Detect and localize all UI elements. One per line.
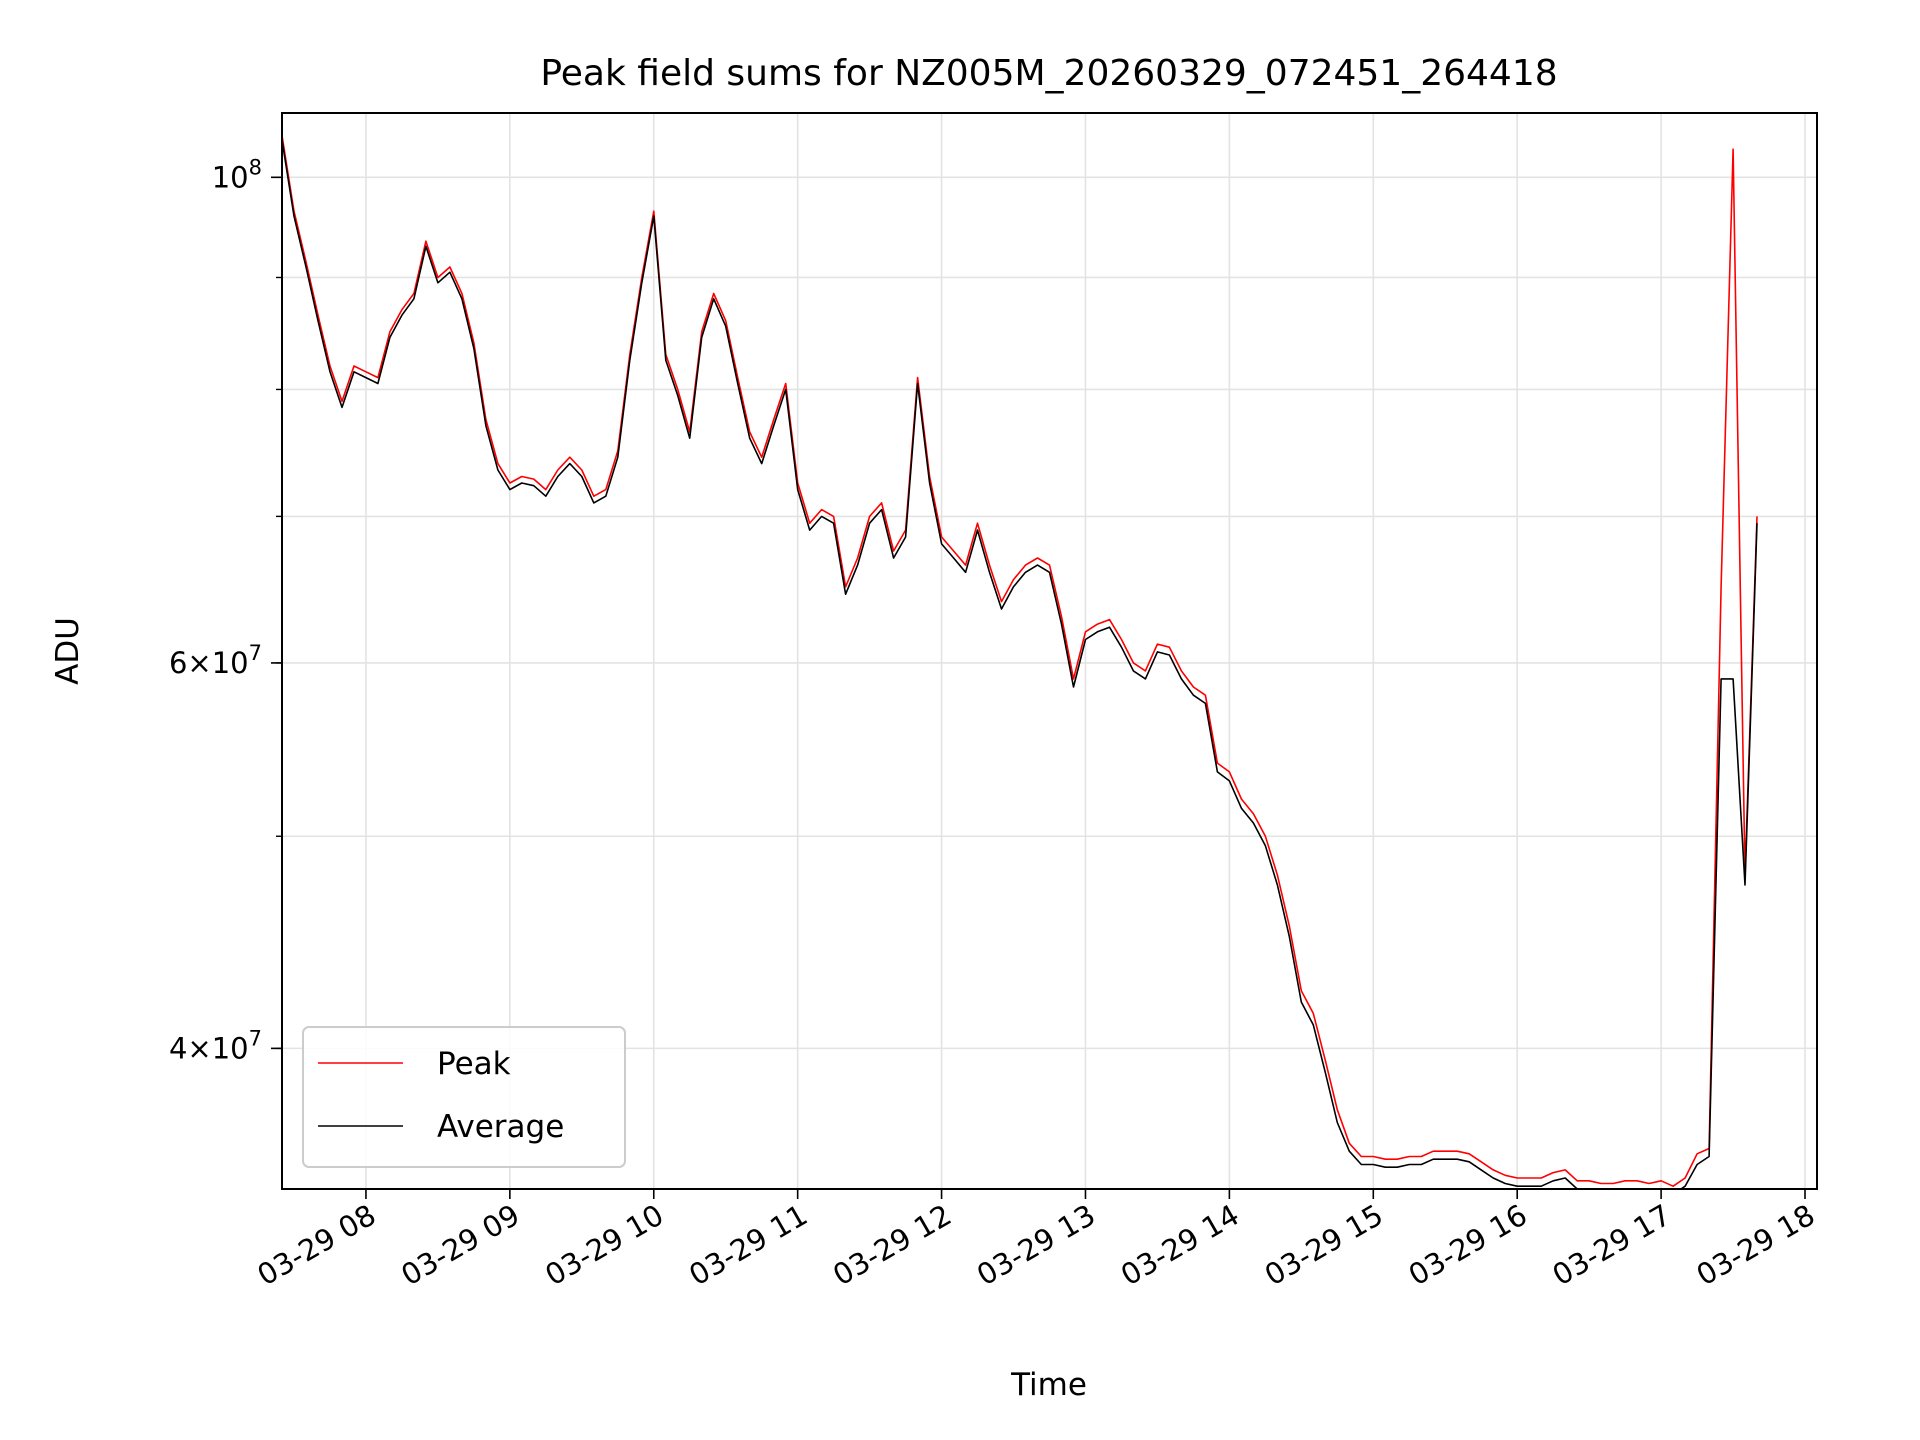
series-line-average <box>282 139 1758 1189</box>
x-axis-label: Time <box>1010 1367 1087 1403</box>
legend: Peak Average <box>302 1026 626 1168</box>
chart-title: Peak field sums for NZ005M_20260329_0724… <box>540 53 1557 94</box>
y-tick-label: 6×107 <box>169 641 262 680</box>
legend-label-average: Average <box>437 1109 564 1145</box>
y-axis-label: ADU <box>50 617 86 685</box>
y-gridlines <box>282 176 1817 1050</box>
plot-frame <box>281 112 1818 1190</box>
series-layer <box>282 135 1758 1189</box>
legend-label-peak: Peak <box>437 1046 511 1082</box>
legend-box <box>302 1026 626 1168</box>
y-tick-label: 4×107 <box>169 1026 262 1065</box>
series-line-peak <box>282 135 1758 1187</box>
x-gridlines <box>365 113 1806 1189</box>
